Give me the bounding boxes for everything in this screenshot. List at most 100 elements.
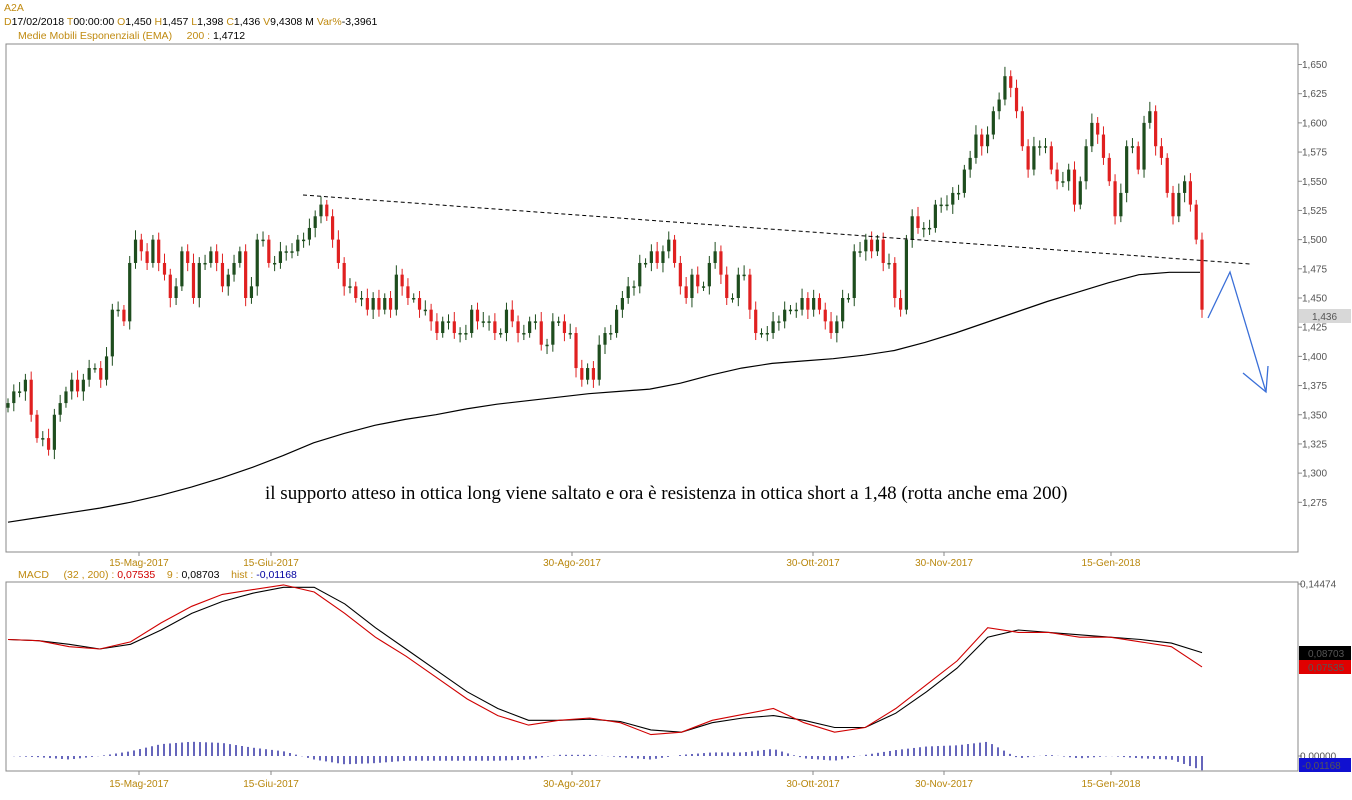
hist-label: hist : xyxy=(231,569,254,581)
candle-body xyxy=(991,111,995,135)
candle-body xyxy=(1177,192,1181,217)
candle-body xyxy=(128,262,132,322)
signal-value-box xyxy=(1299,646,1351,660)
macd-y-tick-label: 0,00000 xyxy=(1300,752,1337,763)
candle-body xyxy=(290,251,294,253)
price-y-tick-label: 1,475 xyxy=(1302,264,1327,275)
candle-body xyxy=(864,239,868,252)
signal-period: 9 : xyxy=(166,569,179,581)
candle-body xyxy=(307,227,311,240)
candle-body xyxy=(899,298,903,310)
ema-200-line xyxy=(7,271,1200,523)
candle-body xyxy=(574,333,578,369)
candle-body xyxy=(771,321,775,334)
candle-body xyxy=(458,333,462,335)
candle-body xyxy=(313,216,317,228)
candle-body xyxy=(812,298,816,310)
candle-body xyxy=(446,321,451,323)
candle-body xyxy=(359,298,364,300)
high-key: H xyxy=(154,16,163,28)
candle-body xyxy=(244,251,248,298)
candle-body xyxy=(823,309,827,322)
candle-body xyxy=(365,298,369,310)
candle-body xyxy=(1049,146,1053,170)
candle-body xyxy=(412,298,416,300)
candle-body xyxy=(1026,146,1030,170)
candle-body xyxy=(933,204,937,228)
candle-body xyxy=(1154,111,1158,147)
candle-body xyxy=(162,262,167,275)
price-y-tick-label: 1,575 xyxy=(1302,148,1327,159)
close-value: 1,436 xyxy=(233,16,261,28)
candle-body xyxy=(406,286,410,298)
candle-body xyxy=(417,298,422,310)
open-value: 1,450 xyxy=(125,16,152,28)
price-y-tick-label: 1,425 xyxy=(1302,323,1327,334)
candle-body xyxy=(1072,169,1077,205)
candle-body xyxy=(278,251,283,263)
projection-arrowhead xyxy=(1242,365,1269,394)
candle-body xyxy=(551,321,555,345)
price-y-tick-label: 1,400 xyxy=(1302,352,1327,363)
date-tick-label: 15-Giu-2017 xyxy=(243,558,299,569)
candle-body xyxy=(133,239,138,263)
candle-body xyxy=(951,192,955,205)
candle-body xyxy=(887,262,891,265)
candle-body xyxy=(765,333,769,335)
candle-body xyxy=(1130,146,1135,148)
high-value: 1,457 xyxy=(162,16,189,28)
candle-body xyxy=(643,262,648,265)
candle-body xyxy=(470,309,474,334)
candle-body xyxy=(203,262,207,265)
candle-body xyxy=(93,368,97,370)
var-key: Var% xyxy=(316,16,342,28)
analysis-note: il supporto atteso in ottica long viene … xyxy=(265,483,1068,504)
candle-body xyxy=(846,298,851,300)
candle-body xyxy=(956,192,961,195)
price-y-tick-label: 1,450 xyxy=(1302,294,1327,305)
candle-body xyxy=(104,356,109,380)
candle-body xyxy=(41,438,45,440)
candle-body xyxy=(441,321,445,334)
candle-body xyxy=(1119,192,1123,217)
low-key: L xyxy=(191,16,198,28)
candle-body xyxy=(829,321,833,334)
candle-body xyxy=(273,262,277,265)
candle-body xyxy=(180,251,184,287)
candle-body xyxy=(672,239,677,263)
candle-body xyxy=(423,309,427,312)
candle-body xyxy=(870,239,874,252)
candle-body xyxy=(139,239,143,252)
candle-body xyxy=(736,274,740,298)
close-key: C xyxy=(226,16,234,28)
candle-body xyxy=(348,286,352,288)
candle-body xyxy=(342,262,346,287)
candle-body xyxy=(174,286,178,298)
candle-body xyxy=(910,216,914,240)
macd-header: MACD (32 , 200) : 0,07535 9 : 0,08703 hi… xyxy=(18,569,297,581)
last-price-label: 1,436 xyxy=(1312,312,1337,323)
candle-body xyxy=(1003,76,1007,100)
candle-body xyxy=(713,251,717,263)
candle-body xyxy=(261,239,265,242)
candle-body xyxy=(516,321,520,334)
candle-body xyxy=(157,239,161,263)
candle-body xyxy=(1061,181,1065,183)
candle-body xyxy=(1142,122,1146,170)
candle-body xyxy=(1020,111,1024,147)
candle-body xyxy=(701,286,706,288)
candle-body xyxy=(893,262,897,298)
candle-body xyxy=(325,204,329,217)
candle-body xyxy=(383,298,387,310)
candle-body xyxy=(980,134,984,147)
volume-value: 9,4308 M xyxy=(270,16,314,28)
candle-body xyxy=(116,309,120,312)
candle-body xyxy=(742,274,746,277)
candle-body xyxy=(788,309,793,312)
candle-body xyxy=(452,321,456,334)
candle-body xyxy=(296,239,300,252)
price-y-tick-label: 1,350 xyxy=(1302,410,1327,421)
candle-body xyxy=(1101,134,1106,158)
candle-body xyxy=(1084,146,1088,182)
